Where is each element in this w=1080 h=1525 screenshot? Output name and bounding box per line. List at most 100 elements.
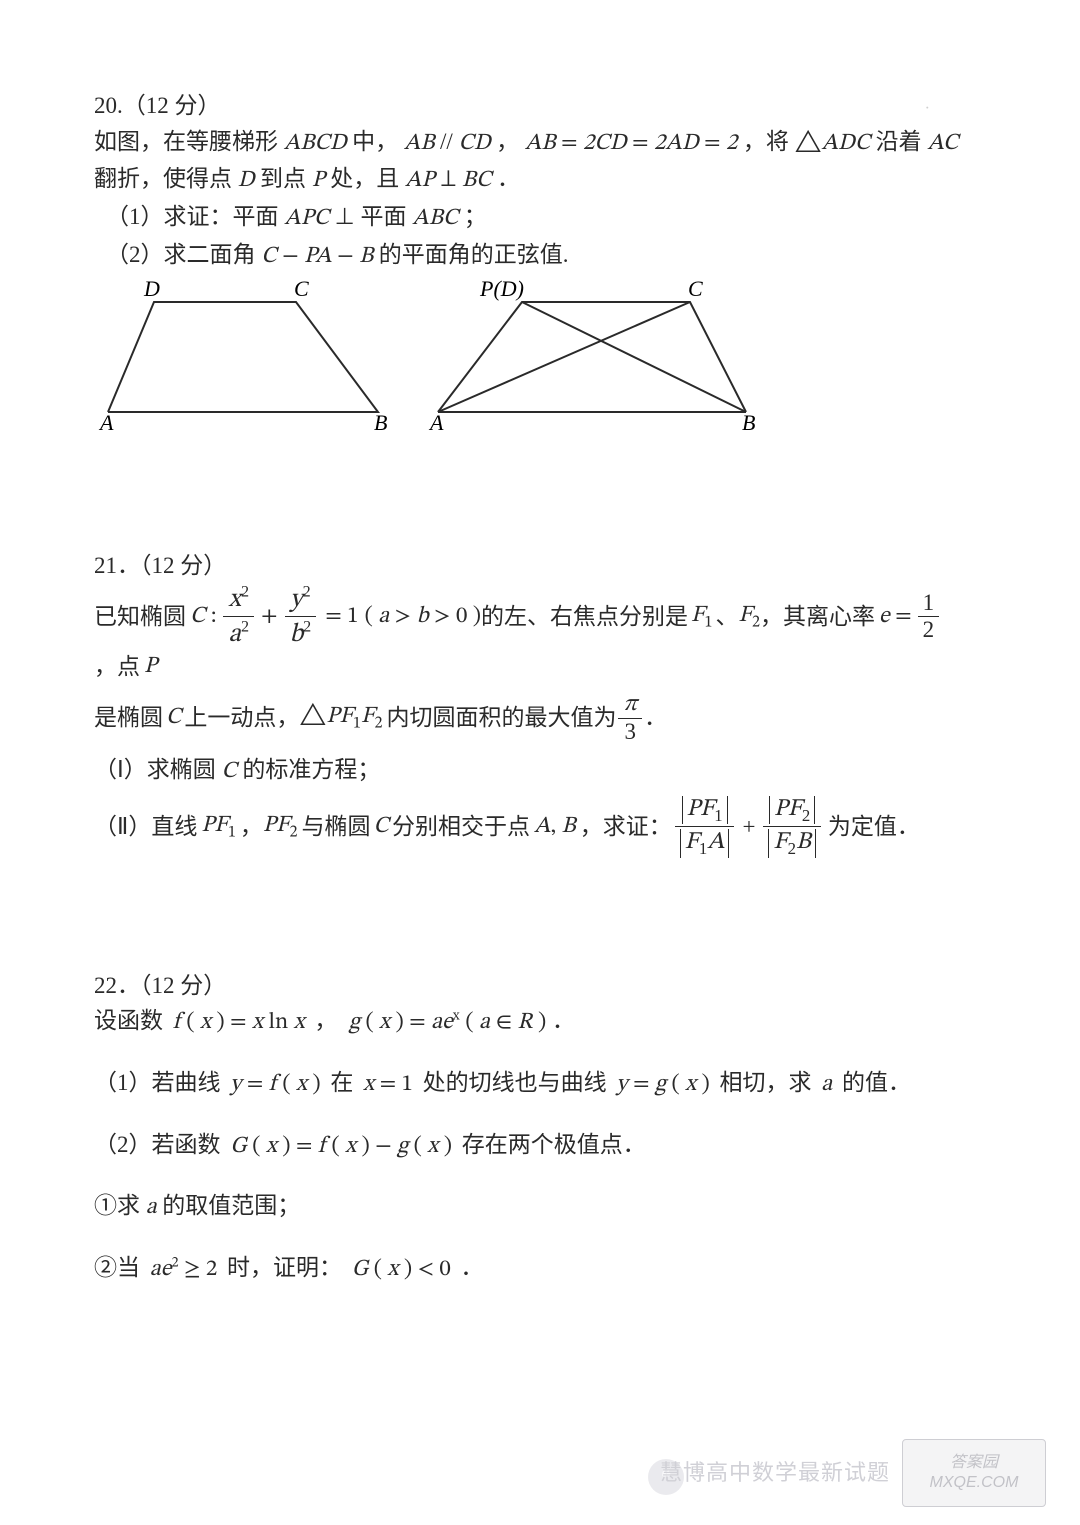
P: P — [144, 649, 157, 685]
problem-20-line-1: 如图，在等腰梯形 ABCD 中， AB // CD ， AB = 2CD = 2… — [94, 124, 986, 162]
plus2: + — [742, 809, 755, 845]
x1: x = 1 — [363, 1073, 413, 1096]
frac-pi3: π3 — [618, 691, 642, 744]
text: 的取值范围； — [162, 1193, 300, 1218]
text: 的平面角的正弦值. — [379, 242, 569, 267]
problem-22-sub1: ①求 a 的取值范围； — [94, 1188, 986, 1226]
frac-y2b2: y2 b2 — [285, 584, 317, 650]
D: D — [238, 169, 260, 192]
G-def: G ( x ) = f ( x ) − g ( x ) — [230, 1135, 452, 1158]
text: 为定值． — [828, 809, 920, 845]
period: ． — [644, 700, 667, 736]
svg-text:D: D — [143, 278, 160, 301]
answer-box-line2: MXQE.COM — [930, 1473, 1019, 1493]
text: ，其离心率 — [760, 599, 875, 635]
yfx: y = f ( x ) — [230, 1073, 320, 1096]
plus: + — [261, 599, 278, 635]
ratio2: PF2 F2B — [763, 796, 820, 858]
AC: AC — [927, 132, 958, 155]
text: ，求证： — [580, 809, 672, 845]
a: a — [821, 1073, 832, 1096]
problem-22-sub2: ②当 ae2 ≥ 2 时，证明： G ( x ) < 0 ． — [94, 1250, 986, 1288]
svg-text:P(D): P(D) — [479, 278, 524, 301]
text: 与椭圆 — [302, 809, 371, 845]
text: 中， — [352, 129, 404, 154]
text: （1）若曲线 — [94, 1070, 221, 1095]
dihedral: C − PA − B — [261, 245, 378, 268]
eq: AB = 2CD = 2AD = 2 — [525, 132, 743, 155]
frac-x2a2: x2 a2 — [223, 584, 254, 650]
text: 分别相交于点 — [392, 809, 530, 845]
problem-21-q2: （Ⅱ）直线 PF1 ， PF2 与椭圆 C 分别相交于点 A, B ，求证： P… — [94, 796, 986, 858]
text: 翻折，使得点 — [94, 166, 238, 191]
text: 的值． — [842, 1070, 911, 1095]
text: 内切圆面积的最大值为 — [386, 700, 616, 736]
problem-21-heading: 21．（12 分） — [94, 548, 986, 584]
problem-20-line-2: 翻折，使得点 D 到点 P 处，且 AP ⊥ BC ． — [94, 161, 986, 199]
perp: AP ⊥ BC — [405, 169, 497, 192]
problem-21-line-1: 已知椭圆 C : x2 a2 + y2 b2 = 1 ( a > b > 0 )… — [94, 584, 986, 685]
APC: APC — [284, 207, 334, 230]
problem-22-line-1: 设函数 f ( x ) = x ln x ， g ( x ) = aex ( a… — [94, 1003, 986, 1041]
Gx-lt0: G ( x ) < 0 — [352, 1258, 451, 1281]
text: 存在两个极值点． — [462, 1132, 646, 1157]
text: ，点 — [94, 649, 140, 685]
text: 已知椭圆 — [94, 599, 186, 635]
period: ． — [461, 1255, 484, 1280]
g-exp: x — [453, 1010, 460, 1024]
C: C — [222, 760, 243, 783]
problem-21-q1: （Ⅰ）求椭圆 C 的标准方程； — [94, 752, 986, 790]
text: 是椭圆 — [94, 700, 163, 736]
figure-folded: A B C P(D) — [424, 278, 769, 438]
ygx: y = g ( x ) — [616, 1073, 709, 1096]
parallel-sym: // — [440, 129, 459, 154]
CD: CD — [459, 132, 497, 155]
problem-20-heading: 20.（12 分） — [94, 88, 986, 124]
text: 在 — [330, 1070, 353, 1095]
C: C — [166, 700, 181, 736]
ABCD: ABCD — [284, 132, 352, 155]
pagination-dot: · — [925, 100, 930, 118]
text: 相切，求 — [719, 1070, 811, 1095]
problem-21-line-2: 是椭圆 C 上一动点， △PF1F2 内切圆面积的最大值为 π3 ． — [94, 691, 986, 744]
text: （Ⅱ）直线 — [94, 809, 197, 845]
g-def: g ( x ) = ae — [349, 1011, 453, 1034]
comma: ， — [240, 809, 263, 845]
text: 处，且 — [330, 166, 405, 191]
AB: A, B — [534, 809, 576, 845]
svg-text:C: C — [294, 278, 309, 301]
text: 如图，在等腰梯形 — [94, 129, 284, 154]
svg-text:A: A — [428, 410, 444, 435]
problem-20-figures: A B C D A B C P(D) — [94, 278, 986, 438]
F1: F1 — [691, 598, 713, 636]
problem-20: 20.（12 分） 如图，在等腰梯形 ABCD 中， AB // CD ， AB… — [94, 88, 986, 438]
period: ． — [552, 1008, 575, 1033]
watermark-text: 慧博高中数学最新试题 — [660, 1455, 890, 1487]
text: 的标准方程； — [242, 757, 380, 782]
triangle-PF1F2: △PF1F2 — [299, 699, 382, 737]
triangle-ADC: △ADC — [795, 132, 876, 155]
text: 沿着 — [876, 129, 928, 154]
text: ②当 — [94, 1255, 140, 1280]
parallel: AB — [404, 132, 440, 155]
text: （2）求二面角 — [106, 242, 261, 267]
cond: ( a > b > 0 ) — [365, 599, 481, 635]
text: 的左、右焦点分别是 — [481, 599, 688, 635]
problem-22: 22．（12 分） 设函数 f ( x ) = x ln x ， g ( x )… — [94, 968, 986, 1288]
text: ， — [496, 129, 525, 154]
dot-sep: 、 — [716, 599, 739, 635]
svg-text:B: B — [742, 410, 755, 435]
text: ①求 — [94, 1193, 146, 1218]
problem-22-heading: 22．（12 分） — [94, 968, 986, 1004]
text: ，将 — [743, 129, 795, 154]
f-def: f ( x ) = x ln x — [173, 1011, 305, 1034]
C2: C — [374, 809, 389, 845]
svg-text:C: C — [688, 278, 703, 301]
ratio1: PF1 F1A — [675, 796, 735, 858]
svg-text:B: B — [374, 410, 387, 435]
text: 上一动点， — [184, 700, 299, 736]
problem-21: 21．（12 分） 已知椭圆 C : x2 a2 + y2 b2 = 1 ( a… — [94, 548, 986, 858]
problem-22-q1: （1）若曲线 y = f ( x ) 在 x = 1 处的切线也与曲线 y = … — [94, 1065, 986, 1103]
PF1: PF1 — [201, 808, 236, 846]
problem-20-q2: （2）求二面角 C − PA − B 的平面角的正弦值. — [94, 237, 986, 275]
